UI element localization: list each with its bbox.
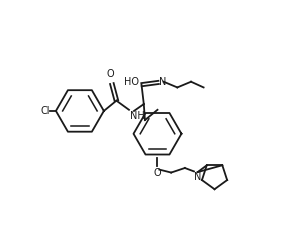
- Text: O: O: [154, 168, 161, 178]
- Text: O: O: [107, 70, 115, 79]
- Text: N: N: [194, 172, 202, 182]
- Text: Cl: Cl: [40, 106, 50, 116]
- Text: HO: HO: [124, 77, 139, 87]
- Text: NH: NH: [130, 111, 145, 121]
- Text: N: N: [159, 77, 167, 87]
